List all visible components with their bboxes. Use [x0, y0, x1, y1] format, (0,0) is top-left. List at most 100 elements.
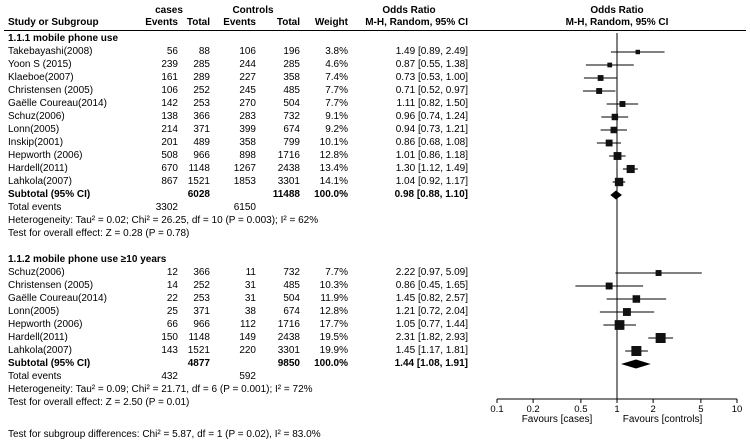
study-name: Lahkola(2007)	[8, 345, 72, 356]
subtotal-weight: 100.0%	[314, 189, 348, 200]
or-ci-text: 0.71 [0.52, 0.97]	[395, 85, 468, 96]
effect-square	[635, 49, 641, 55]
study-name: Hardell(2011)	[8, 332, 68, 343]
controls-events: 227	[239, 72, 256, 83]
subtotal-label: Subtotal (95% CI)	[8, 358, 91, 369]
study-name: Lonn(2005)	[8, 124, 60, 135]
cases-total: 252	[193, 280, 210, 291]
total-events-cases: 432	[161, 371, 178, 382]
study-name: Takebayashi(2008)	[8, 46, 93, 57]
cases-total: 489	[193, 137, 210, 148]
or-ci-text: 1.30 [1.12, 1.49]	[395, 163, 468, 174]
study-name: Hepworth (2006)	[8, 319, 83, 330]
or-ci-text: 1.04 [0.92, 1.17]	[395, 176, 468, 187]
controls-total: 485	[283, 85, 300, 96]
effect-square	[655, 270, 662, 276]
effect-square	[605, 139, 613, 147]
cases-events: 66	[166, 319, 178, 330]
controls-total: 732	[283, 111, 300, 122]
heterogeneity-text: Heterogeneity: Tau² = 0.02; Chi² = 26.25…	[8, 215, 319, 226]
header-weight-col: Weight	[314, 17, 348, 28]
weight-value: 7.4%	[325, 72, 348, 83]
subtotal-label: Subtotal (95% CI)	[8, 189, 91, 200]
cases-total: 966	[193, 150, 210, 161]
or-ci-text: 0.86 [0.45, 1.65]	[395, 280, 468, 291]
weight-value: 17.7%	[319, 319, 348, 330]
subgroup-differences-text: Test for subgroup differences: Chi² = 5.…	[8, 429, 321, 440]
header-or-method-plot: M-H, Random, 95% CI	[565, 17, 669, 28]
effect-square	[626, 164, 635, 174]
cases-total: 88	[198, 46, 210, 57]
controls-total: 732	[283, 267, 300, 278]
effect-square	[607, 62, 613, 68]
header-cases-group: cases	[155, 5, 183, 16]
subtotal-controls-total: 9850	[277, 358, 300, 369]
weight-value: 7.7%	[325, 98, 348, 109]
controls-events: 399	[239, 124, 256, 135]
header-or-title: Odds Ratio	[382, 5, 436, 16]
cases-total: 285	[193, 59, 210, 70]
header-study-col: Study or Subgroup	[8, 17, 99, 28]
subtotal-controls-total: 11488	[272, 189, 300, 200]
study-name: Christensen (2005)	[8, 85, 94, 96]
cases-events: 867	[161, 176, 178, 187]
cases-events: 239	[161, 59, 178, 70]
controls-events: 31	[244, 280, 256, 291]
heterogeneity-text: Heterogeneity: Tau² = 0.09; Chi² = 21.71…	[8, 384, 313, 395]
header-divider	[4, 30, 746, 31]
weight-value: 9.2%	[325, 124, 348, 135]
weight-value: 7.7%	[325, 85, 348, 96]
effect-square	[596, 88, 603, 94]
cases-events: 142	[161, 98, 178, 109]
effect-square	[614, 177, 624, 187]
effect-square	[631, 346, 642, 356]
subtotal-weight: 100.0%	[314, 358, 348, 369]
cases-events: 22	[166, 293, 178, 304]
cases-total: 1148	[188, 163, 210, 174]
subtotal-cases-total: 4877	[187, 358, 210, 369]
weight-value: 19.9%	[319, 345, 348, 356]
study-name: Christensen (2005)	[8, 280, 94, 291]
or-ci-text: 0.96 [0.74, 1.24]	[395, 111, 468, 122]
effect-square	[619, 101, 626, 107]
total-events-controls: 6150	[233, 202, 256, 213]
study-name: Klaeboe(2007)	[8, 72, 74, 83]
study-name: Schuz(2006)	[8, 267, 65, 278]
or-ci-text: 0.94 [0.73, 1.21]	[395, 124, 468, 135]
cases-total: 1148	[188, 332, 210, 343]
cases-total: 253	[193, 293, 210, 304]
weight-value: 12.8%	[319, 306, 348, 317]
study-name: Yoon S (2015)	[8, 59, 72, 70]
or-ci-text: 1.11 [0.82, 1.50]	[396, 98, 468, 109]
effect-square	[613, 152, 622, 160]
controls-total: 799	[283, 137, 300, 148]
weight-value: 14.1%	[319, 176, 348, 187]
axis-tick-label: 2	[650, 404, 655, 415]
controls-events: 31	[244, 293, 256, 304]
controls-events: 270	[239, 98, 256, 109]
controls-events: 244	[239, 59, 256, 70]
axis-tick-label: 0.1	[490, 404, 503, 415]
controls-events: 1853	[233, 176, 256, 187]
or-ci-text: 1.05 [0.77, 1.44]	[395, 319, 468, 330]
controls-total: 1716	[277, 319, 300, 330]
subtotal-diamond	[621, 359, 651, 369]
axis-tick-label: 0.5	[574, 404, 587, 415]
weight-value: 13.4%	[319, 163, 348, 174]
effect-square	[605, 282, 613, 290]
favours-left-label: Favours [cases]	[521, 414, 593, 425]
controls-events: 112	[240, 319, 256, 330]
cases-total: 366	[193, 111, 210, 122]
study-name: Hepworth (2006)	[8, 150, 83, 161]
total-events-controls: 592	[239, 371, 256, 382]
controls-total: 1716	[277, 150, 300, 161]
weight-value: 11.9%	[320, 293, 348, 304]
weight-value: 9.1%	[325, 111, 348, 122]
subtotal-ci-text: 0.98 [0.88, 1.10]	[394, 189, 468, 200]
cases-events: 12	[166, 267, 178, 278]
controls-total: 504	[283, 293, 300, 304]
effect-square	[655, 333, 666, 343]
header-controls-group: Controls	[232, 5, 274, 16]
